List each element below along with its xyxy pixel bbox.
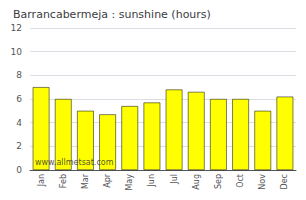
svg-text:Jun: Jun — [147, 174, 156, 188]
svg-text:Jan: Jan — [37, 174, 46, 187]
svg-text:Jul: Jul — [170, 174, 179, 185]
svg-text:0: 0 — [16, 165, 22, 175]
svg-text:12: 12 — [11, 23, 22, 33]
svg-text:2: 2 — [16, 141, 22, 151]
svg-text:Aug: Aug — [192, 174, 201, 190]
svg-text:6: 6 — [16, 94, 22, 104]
svg-text:May: May — [125, 174, 134, 191]
svg-text:Oct: Oct — [236, 174, 245, 188]
svg-text:8: 8 — [16, 70, 22, 80]
svg-text:Sep: Sep — [214, 174, 223, 189]
svg-text:Feb: Feb — [59, 174, 68, 188]
svg-text:4: 4 — [16, 118, 22, 128]
svg-text:Dec: Dec — [280, 174, 289, 189]
svg-text:Apr: Apr — [103, 173, 112, 188]
svg-text:Barrancabermeja : sunshine (ho: Barrancabermeja : sunshine (hours) — [13, 8, 211, 21]
svg-text:10: 10 — [11, 47, 23, 57]
svg-text:Nov: Nov — [258, 174, 267, 190]
svg-text:www.allmetsat.com: www.allmetsat.com — [35, 158, 114, 167]
svg-text:Mar: Mar — [81, 173, 90, 189]
